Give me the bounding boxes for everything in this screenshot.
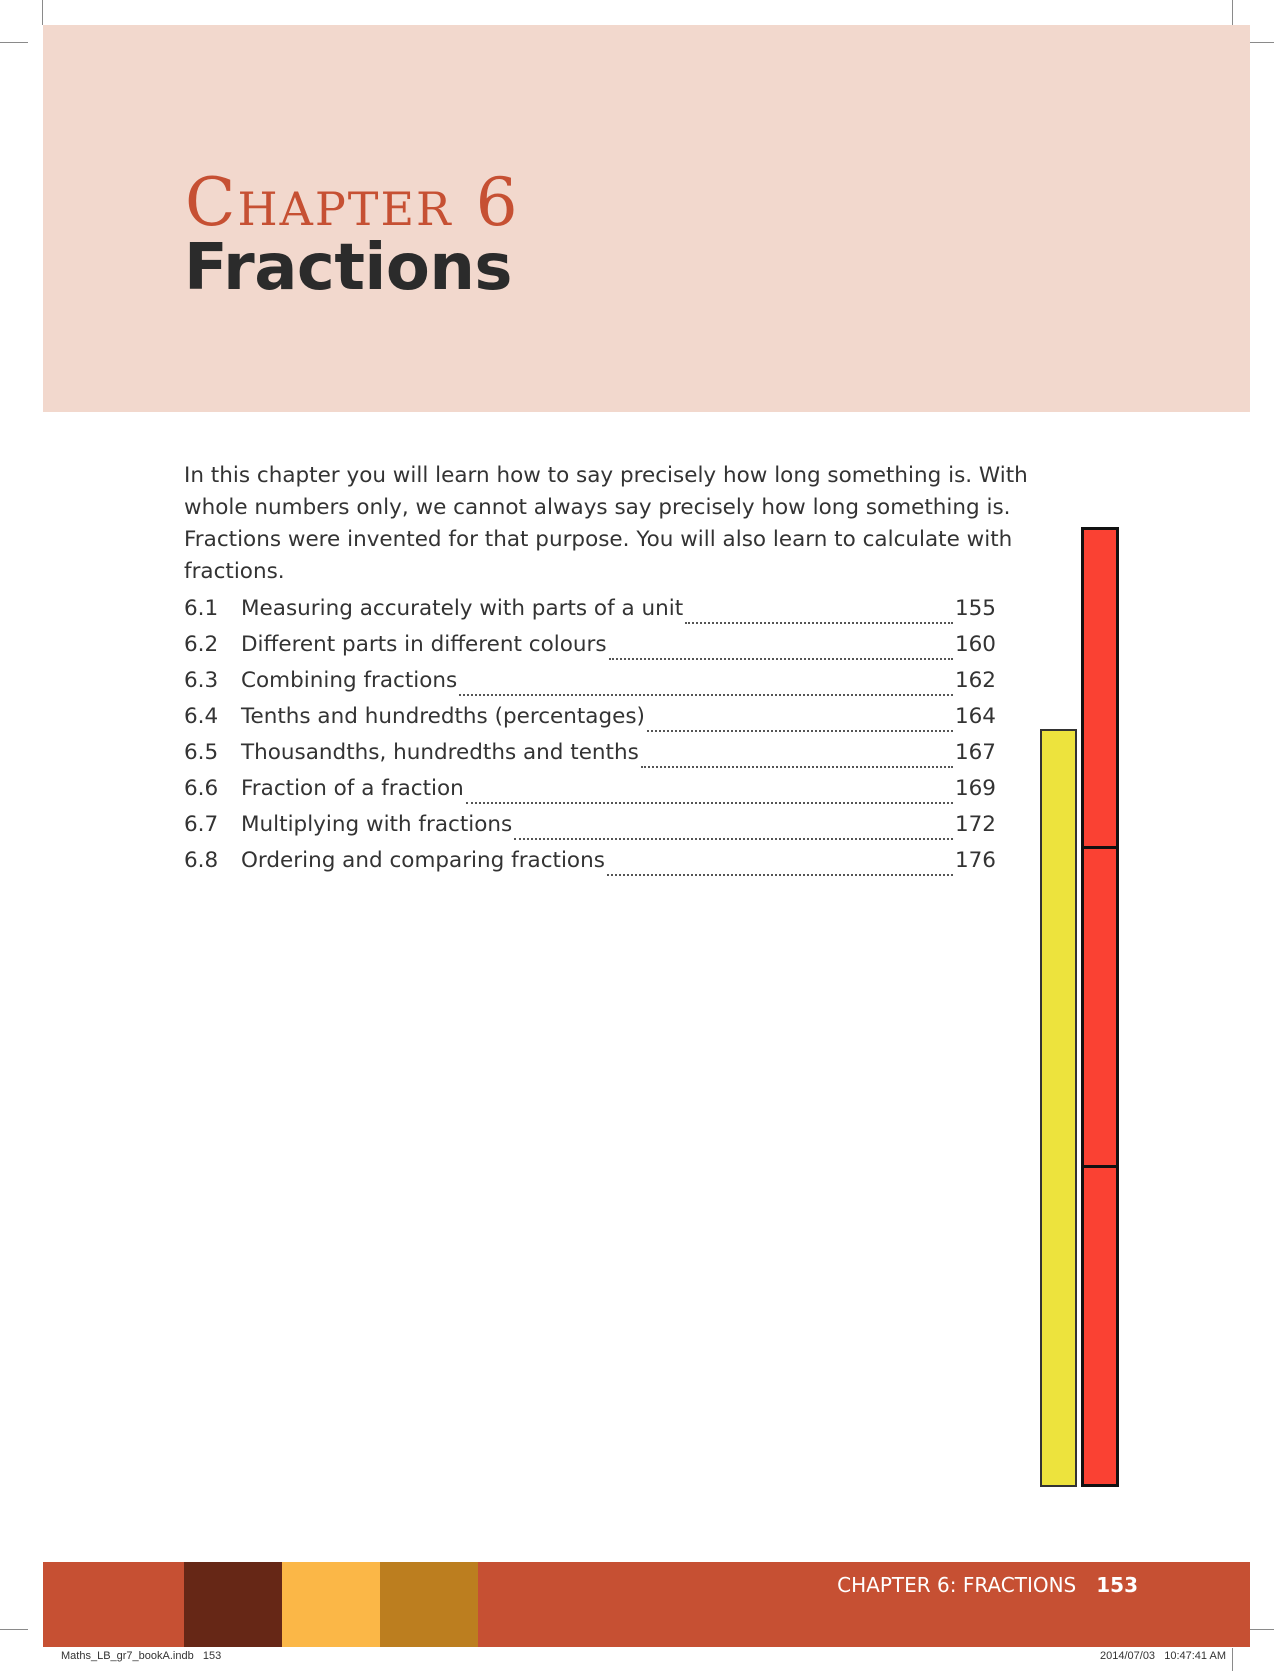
toc-leader-dots (608, 658, 953, 660)
crop-mark (42, 0, 43, 25)
toc-page-number: 155 (954, 596, 996, 621)
toc-section-number: 6.2 (184, 632, 219, 657)
toc-section-number: 6.6 (184, 776, 219, 801)
table-of-contents: 6.1 Measuring accurately with parts of a… (184, 596, 996, 884)
crop-mark (0, 1629, 28, 1630)
toc-entry[interactable]: 6.2 Different parts in different colours… (184, 632, 996, 668)
toc-section-title: Multiplying with fractions (241, 812, 513, 837)
toc-page-number: 162 (954, 668, 996, 693)
toc-leader-dots (514, 838, 953, 840)
crop-mark (1246, 1629, 1274, 1630)
toc-entry[interactable]: 6.7 Multiplying with fractions 172 (184, 812, 996, 848)
toc-leader-dots (465, 802, 953, 804)
toc-page-number: 167 (954, 740, 996, 765)
toc-entry[interactable]: 6.4 Tenths and hundredths (percentages) … (184, 704, 996, 740)
toc-section-number: 6.1 (184, 596, 219, 621)
red-fraction-bar-segment (1081, 527, 1119, 849)
toc-page-number: 172 (954, 812, 996, 837)
slug-timestamp: 2014/07/03 10:47:41 AM (1100, 1650, 1226, 1662)
crop-mark (1232, 0, 1233, 25)
toc-section-title: Different parts in different colours (241, 632, 607, 657)
toc-section-number: 6.3 (184, 668, 219, 693)
crop-mark (1232, 1648, 1233, 1671)
toc-entry[interactable]: 6.8 Ordering and comparing fractions 176 (184, 848, 996, 884)
footer-swatch-orange (282, 1562, 380, 1647)
toc-entry[interactable]: 6.6 Fraction of a fraction 169 (184, 776, 996, 812)
crop-mark (1246, 42, 1274, 43)
toc-section-title: Ordering and comparing fractions (241, 848, 605, 873)
footer-swatch-ochre (380, 1562, 478, 1647)
toc-section-number: 6.5 (184, 740, 219, 765)
toc-leader-dots (646, 730, 953, 732)
yellow-fraction-bar (1040, 729, 1077, 1487)
toc-section-number: 6.8 (184, 848, 219, 873)
toc-section-title: Combining fractions (241, 668, 458, 693)
toc-section-title: Thousandths, hundredths and tenths (241, 740, 639, 765)
chapter-label: Chapter 6 (185, 164, 520, 241)
toc-entry[interactable]: 6.3 Combining fractions 162 (184, 668, 996, 704)
page-number: 153 (1096, 1573, 1138, 1597)
footer-running-head: CHAPTER 6: FRACTIONS 153 (837, 1573, 1138, 1597)
red-fraction-bar-segment (1081, 1165, 1119, 1487)
chapter-intro: In this chapter you will learn how to sa… (184, 463, 1028, 584)
slug-file-name: Maths_LB_gr7_bookA.indb 153 (61, 1650, 222, 1662)
footer-band (43, 1562, 1250, 1647)
toc-section-title: Measuring accurately with parts of a uni… (241, 596, 684, 621)
red-fraction-bar-segment (1081, 846, 1119, 1168)
toc-section-title: Tenths and hundredths (percentages) (241, 704, 645, 729)
toc-section-title: Fraction of a fraction (241, 776, 464, 801)
running-head-text: CHAPTER 6: FRACTIONS (837, 1573, 1077, 1597)
toc-leader-dots (640, 766, 953, 768)
crop-mark (0, 42, 28, 43)
toc-page-number: 176 (954, 848, 996, 873)
toc-leader-dots (459, 694, 953, 696)
footer-swatch-dark (184, 1562, 282, 1647)
toc-page-number: 160 (954, 632, 996, 657)
toc-entry[interactable]: 6.5 Thousandths, hundredths and tenths 1… (184, 740, 996, 776)
chapter-header-band (43, 25, 1250, 412)
toc-section-number: 6.7 (184, 812, 219, 837)
toc-leader-dots (685, 622, 953, 624)
toc-leader-dots (606, 874, 953, 876)
toc-page-number: 169 (954, 776, 996, 801)
toc-page-number: 164 (954, 704, 996, 729)
toc-section-number: 6.4 (184, 704, 219, 729)
chapter-title: Fractions (184, 231, 512, 305)
toc-entry[interactable]: 6.1 Measuring accurately with parts of a… (184, 596, 996, 632)
